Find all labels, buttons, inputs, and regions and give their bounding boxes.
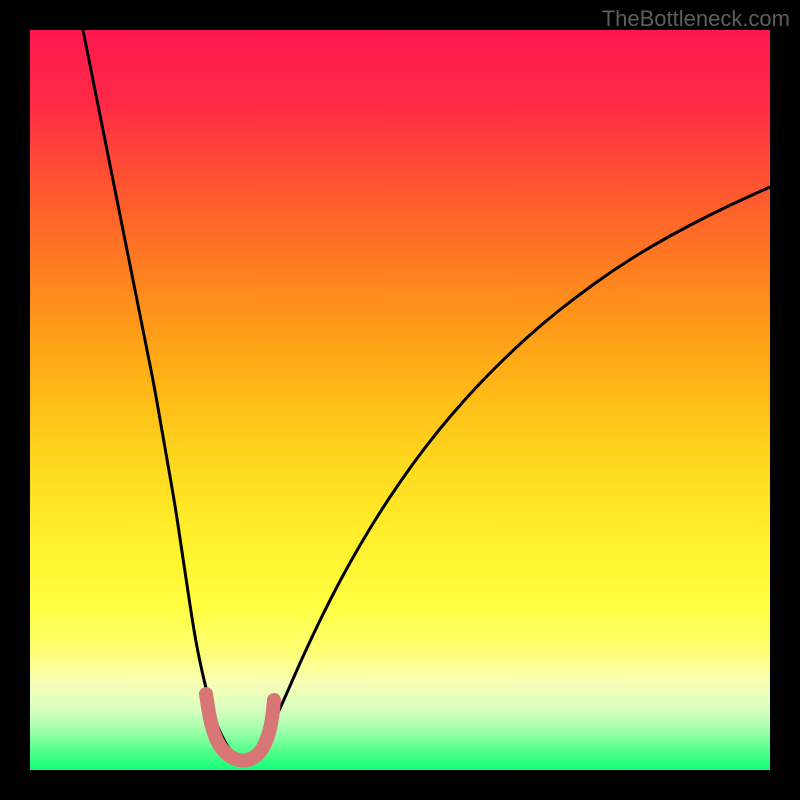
plot-area [30, 30, 770, 770]
chart-svg [30, 30, 770, 770]
watermark-text: TheBottleneck.com [602, 6, 790, 32]
gradient-background [30, 30, 770, 770]
chart-container: TheBottleneck.com [0, 0, 800, 800]
